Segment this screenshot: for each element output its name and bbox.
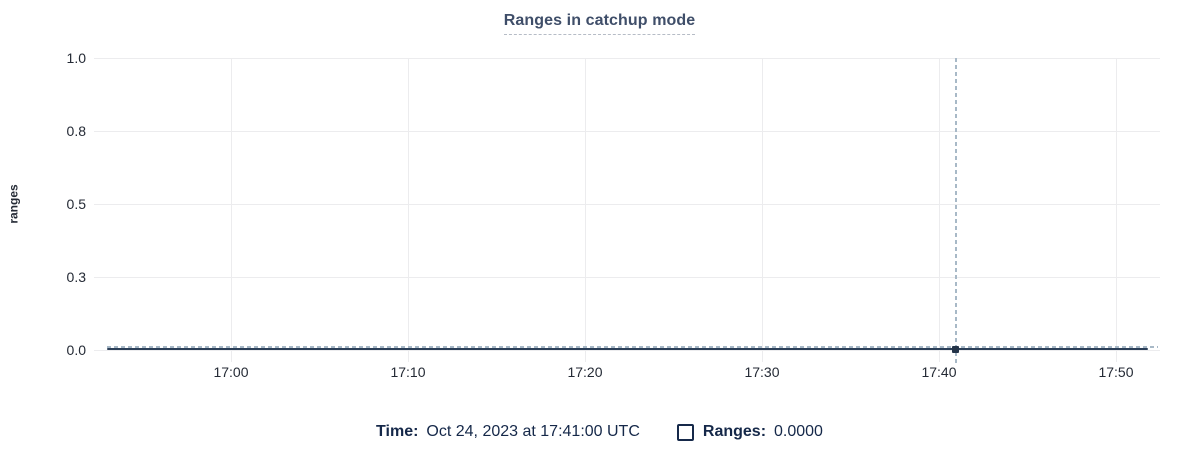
gridline-h [94,131,1160,132]
series-line-ranges [107,348,1148,350]
y-tick-label: 0.3 [66,269,86,285]
x-tick-label: 17:50 [1098,364,1134,380]
legend-series-value: 0.0000 [774,423,823,440]
gridline-h [94,350,1160,351]
chart-title-row: Ranges in catchup mode [0,12,1199,35]
plot-area[interactable]: 1.0 0.8 0.5 0.3 0.0 17:00 17:10 17:20 17… [67,50,1160,380]
legend-series-group: Ranges: 0.0000 [676,423,823,441]
chart-title[interactable]: Ranges in catchup mode [503,12,696,35]
y-tick-label: 0.5 [66,196,86,212]
series-toggle-checkbox[interactable] [676,423,694,441]
x-tick-label: 17:00 [213,364,249,380]
y-tick-label: 0.8 [66,123,86,139]
gridline-v [408,58,409,362]
y-axis: ranges [0,58,28,350]
legend-series-label: Ranges: [702,423,767,440]
y-tick-label: 1.0 [66,50,86,66]
crosshair-horizontal [107,346,1158,348]
x-tick-label: 17:10 [390,364,426,380]
gridline-v [939,58,940,362]
legend-time-label: Time: [376,423,419,440]
gridline-v [762,58,763,362]
x-tick-label: 17:20 [567,364,603,380]
data-point-marker [952,346,959,353]
gridline-v [231,58,232,362]
legend-time-group: Time: Oct 24, 2023 at 17:41:00 UTC [376,423,640,441]
crosshair-vertical [955,58,957,364]
gridline-v [585,58,586,362]
x-tick-label: 17:30 [744,364,780,380]
chart-legend: Time: Oct 24, 2023 at 17:41:00 UTC Range… [0,423,1199,441]
legend-time-value: Oct 24, 2023 at 17:41:00 UTC [426,423,640,440]
y-axis-label: ranges [7,184,22,224]
gridline-h [94,277,1160,278]
gridline-v [1116,58,1117,362]
y-tick-label: 0.0 [66,342,86,358]
gridline-h [94,204,1160,205]
x-tick-label: 17:40 [921,364,957,380]
gridline-h [94,58,1160,59]
